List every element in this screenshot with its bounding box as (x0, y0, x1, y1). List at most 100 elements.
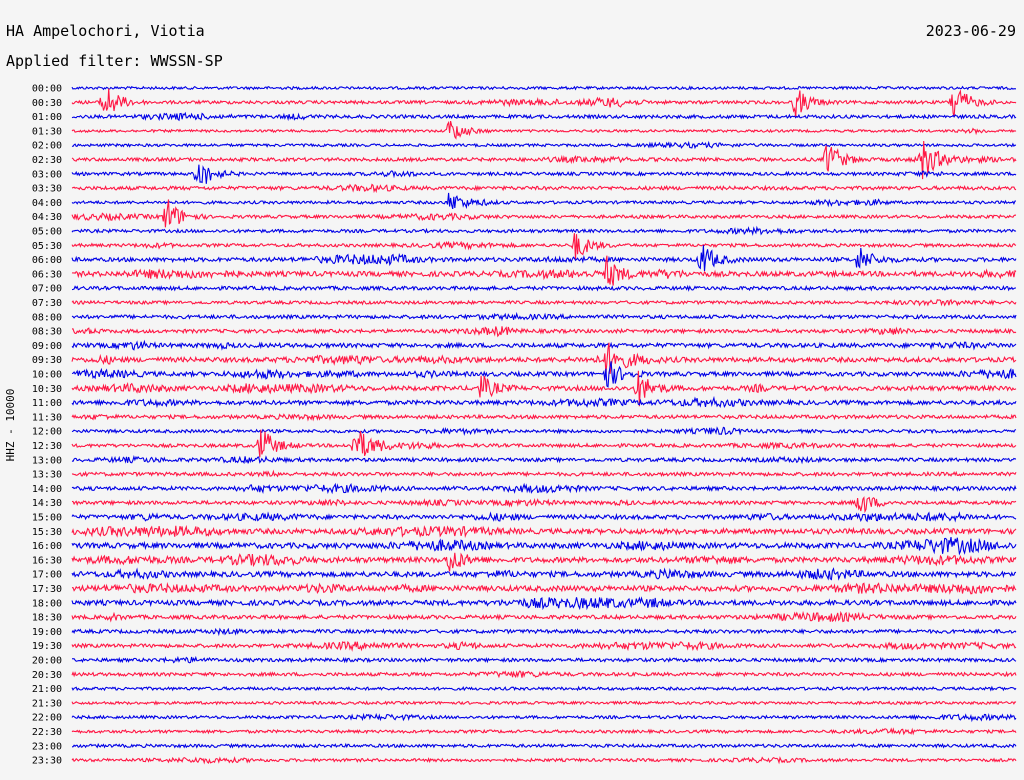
time-label: 07:30 (32, 298, 62, 309)
time-label: 17:00 (32, 570, 62, 581)
seismogram-trace (71, 361, 1017, 388)
filter-label: Applied filter: WWSSN-SP (6, 52, 223, 70)
seismogram-trace (71, 537, 1017, 556)
time-label: 10:00 (32, 370, 62, 381)
time-label: 12:00 (32, 427, 62, 438)
time-label: 16:00 (32, 541, 62, 552)
seismogram-trace (71, 596, 1017, 611)
seismogram-trace (71, 610, 1017, 623)
time-label: 00:00 (32, 84, 62, 95)
time-label: 17:30 (32, 584, 62, 595)
time-label: 16:30 (32, 555, 62, 566)
time-label: 18:30 (32, 613, 62, 624)
seismogram-trace (71, 120, 1017, 140)
seismogram-trace (71, 85, 1016, 91)
seismogram-trace (71, 183, 1017, 194)
seismogram-trace (71, 342, 1017, 375)
seismogram-trace (71, 469, 1017, 478)
time-label: 15:00 (32, 513, 62, 524)
time-label: 22:00 (32, 713, 62, 724)
time-label: 15:30 (32, 527, 62, 538)
time-label: 09:00 (32, 341, 62, 352)
seismogram-trace (71, 482, 1017, 495)
time-label: 23:00 (32, 741, 62, 752)
time-label: 00:30 (32, 98, 62, 109)
time-label: 02:00 (32, 141, 62, 152)
time-label: 03:30 (32, 184, 62, 195)
seismogram-trace (71, 582, 1017, 595)
time-label: 14:00 (32, 484, 62, 495)
seismogram-trace (71, 756, 1017, 765)
seismogram-trace (71, 627, 1017, 637)
time-label: 02:30 (32, 155, 62, 166)
seismogram-trace (71, 140, 1017, 180)
seismogram-trace (71, 245, 1017, 272)
seismogram-trace (71, 454, 1017, 465)
seismogram-trace (71, 655, 1017, 664)
seismogram-trace (71, 284, 1016, 292)
seismogram-trace (71, 199, 1017, 228)
time-label: 19:30 (32, 641, 62, 652)
time-label: 11:30 (32, 412, 62, 423)
time-label: 21:30 (32, 698, 62, 709)
station-title: HA Ampelochori, Viotia (6, 22, 205, 40)
seismogram-trace (71, 326, 1017, 338)
time-label: 22:30 (32, 727, 62, 738)
time-label: 05:30 (32, 241, 62, 252)
time-label: 11:00 (32, 398, 62, 409)
seismogram-trace (71, 429, 1017, 458)
time-label: 12:30 (32, 441, 62, 452)
seismogram-trace (71, 670, 1017, 679)
seismogram-trace (71, 298, 1017, 307)
seismogram-trace (71, 164, 1017, 184)
seismogram-trace (71, 413, 1017, 422)
seismogram-trace (71, 140, 1017, 150)
seismogram-trace (71, 88, 1017, 118)
time-label: 04:00 (32, 198, 62, 209)
seismogram-trace (71, 233, 1017, 261)
time-label: 06:30 (32, 269, 62, 280)
seismogram-trace (71, 311, 1017, 322)
seismogram-trace (71, 727, 1017, 736)
time-label: 18:00 (32, 598, 62, 609)
seismogram-trace (71, 426, 1017, 436)
seismogram-trace (71, 255, 1017, 286)
time-label: 21:00 (32, 684, 62, 695)
seismogram-trace (71, 496, 1017, 514)
time-label: 20:30 (32, 670, 62, 681)
seismogram-trace (71, 700, 1017, 706)
seismogram-trace (71, 567, 1017, 581)
time-label: 03:00 (32, 169, 62, 180)
time-label: 04:30 (32, 212, 62, 223)
seismogram-trace (71, 712, 1017, 723)
plot-date: 2023-06-29 (925, 22, 1016, 40)
seismogram-trace (72, 742, 1017, 749)
seismogram-trace (71, 395, 1017, 409)
seismogram-trace (71, 640, 1017, 652)
seismogram-trace (71, 685, 1017, 692)
time-label: 13:30 (32, 470, 62, 481)
time-label: 19:00 (32, 627, 62, 638)
seismogram-trace (71, 339, 1017, 351)
time-label: 20:00 (32, 656, 62, 667)
seismogram-trace (71, 370, 1017, 407)
time-label: 13:00 (32, 455, 62, 466)
time-label: 23:30 (32, 756, 62, 767)
time-label: 05:00 (32, 227, 62, 238)
seismogram-trace (71, 192, 1016, 210)
time-label: 08:30 (32, 327, 62, 338)
time-label: 01:30 (32, 126, 62, 137)
seismogram-trace (71, 225, 1017, 236)
time-label: 07:00 (32, 284, 62, 295)
time-label: 10:30 (32, 384, 62, 395)
time-label: 01:00 (32, 112, 62, 123)
time-label: 06:00 (32, 255, 62, 266)
seismogram-trace (71, 111, 1017, 122)
y-axis-label: HHZ - 10000 (4, 389, 17, 462)
seismogram-trace (71, 552, 1017, 572)
time-label: 09:30 (32, 355, 62, 366)
seismogram-trace (71, 524, 1017, 539)
time-label: 14:30 (32, 498, 62, 509)
time-label: 08:00 (32, 312, 62, 323)
